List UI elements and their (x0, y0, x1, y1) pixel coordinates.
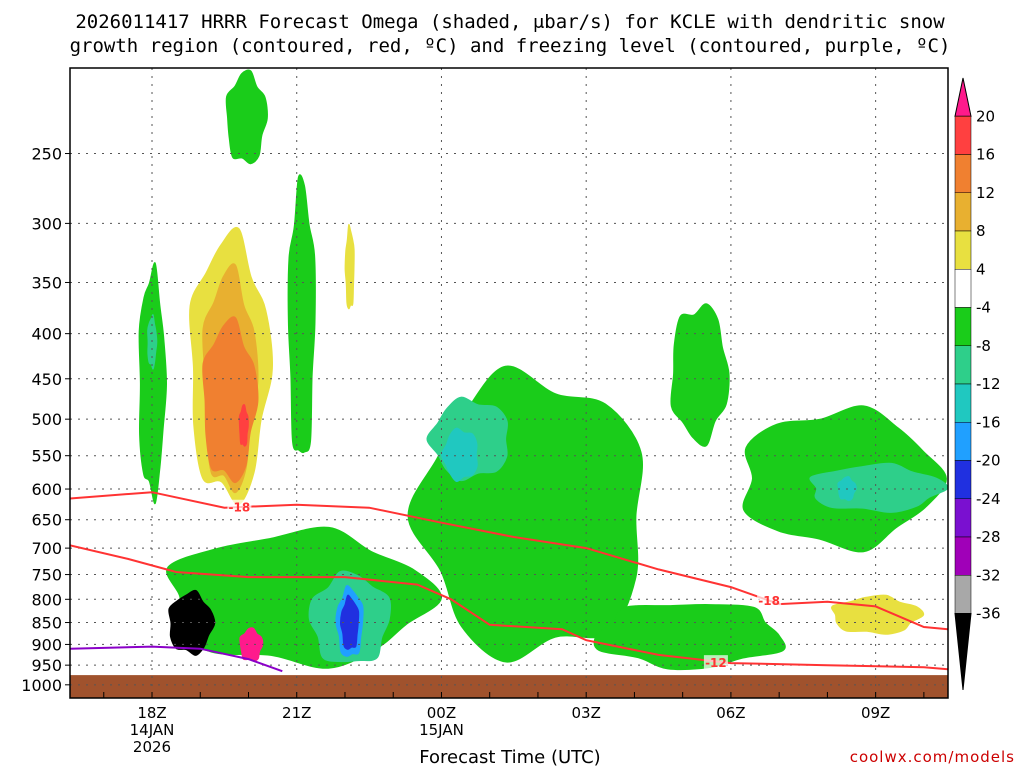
y-tick-label-600: 600 (31, 480, 62, 499)
omega-region-teal-band-08-10z (809, 462, 948, 513)
colorbar-band-2 (954, 154, 972, 193)
ground-surface (70, 675, 948, 698)
colorbar-band-7 (954, 345, 972, 385)
x-tick-label-06z: 06Z (716, 704, 745, 722)
y-tick-label-400: 400 (31, 325, 62, 344)
y-tick-label-950: 950 (31, 656, 62, 675)
colorbar-label-36: -36 (976, 605, 1001, 623)
colorbar-band-11 (954, 498, 972, 538)
plot-frame (69, 67, 949, 699)
y-tick-label-800: 800 (31, 590, 62, 609)
omega-region-green-low-band-03-07z (593, 604, 786, 671)
colorbar-label-28: -28 (976, 528, 1001, 546)
y-tick-label-500: 500 (31, 410, 62, 429)
omega-region-deep-blue-core-22z (339, 594, 360, 650)
colorbar-label-20: -20 (976, 452, 1001, 470)
chart-title-line-1: 2026011417 HRRR Forecast Omega (shaded, … (75, 11, 945, 33)
y-tick-label-550: 550 (31, 447, 62, 466)
colorbar-band-6 (954, 307, 972, 346)
colorbar-band-9 (954, 422, 972, 461)
x-tick-date-15jan: 15JAN (419, 721, 464, 739)
contour-label-18-1: -18 (758, 594, 780, 608)
y-tick-label-300: 300 (31, 214, 62, 233)
colorbar: 20 16 12 8 4 -4 -8 -12 -16 -20 -24 -28 -32 -36 (954, 77, 1001, 691)
colorbar-band-12 (954, 536, 972, 576)
colorbar-band-5 (954, 269, 972, 308)
colorbar-label-24: -24 (976, 490, 1001, 508)
omega-region-green-plume-05z (670, 303, 730, 447)
x-tick-year-2026: 2026 (133, 738, 171, 756)
colorbar-label-12: 12 (976, 184, 995, 202)
colorbar-band-1 (954, 116, 972, 155)
colorbar-label-8: -8 (976, 337, 991, 355)
y-tick-label-700: 700 (31, 539, 62, 558)
omega-region-yellow-sliver-22z (344, 223, 355, 310)
y-tick-label-350: 350 (31, 273, 62, 292)
omega-shading (70, 69, 948, 698)
credit-text: coolwx.com/models (850, 748, 1015, 766)
x-tick-label-03z: 03Z (571, 704, 600, 722)
contour-label-18-0: -18 (229, 501, 251, 515)
x-tick-label-00z: 00Z (427, 704, 456, 722)
omega-region-magenta-cell-20z (239, 627, 264, 662)
colorbar-label-16: 16 (976, 146, 995, 164)
colorbar-band-8 (954, 383, 972, 423)
x-tick-label-09z: 09Z (861, 704, 890, 722)
colorbar-band-13 (954, 575, 972, 614)
y-tick-label-750: 750 (31, 566, 62, 585)
x-tick-label-21z: 21Z (282, 704, 311, 722)
colorbar-band-3 (954, 192, 972, 232)
y-tick-label-850: 850 (31, 614, 62, 633)
chart-title-line-2: growth region (contoured, red, ºC) and f… (70, 35, 951, 57)
freezing-level-contour (70, 645, 283, 673)
colorbar-label-16: -16 (976, 413, 1001, 431)
y-tick-label-1000: 1000 (21, 676, 62, 695)
grid-lines (70, 68, 948, 698)
omega-region-red-spot (238, 404, 249, 447)
plot-area: -18 -18 -12 250 300 350 400 450 500 550 600 650 700 7… (21, 67, 1001, 756)
omega-region-green-column-19z (138, 262, 168, 505)
x-tick-date-14jan: 14JAN (130, 721, 175, 739)
omega-region-upper-green-20z (225, 69, 268, 165)
y-tick-label-900: 900 (31, 635, 62, 654)
colorbar-band-4 (954, 230, 972, 270)
omega-region-green-column-21z (287, 174, 316, 454)
colorbar-label-12: -12 (976, 375, 1001, 393)
colorbar-top-arrow (954, 77, 972, 117)
dgz-contour-12 (70, 544, 948, 671)
x-axis-title: Forecast Time (UTC) (419, 747, 600, 768)
colorbar-label-4: -4 (976, 299, 991, 317)
colorbar-band-10 (954, 460, 972, 499)
colorbar-label-20: 20 (976, 107, 995, 125)
x-tick-label-18z: 18Z (137, 704, 166, 722)
contour-label-12-2: -12 (705, 656, 727, 670)
colorbar-label-4: 4 (976, 260, 986, 278)
colorbar-bottom-arrow (954, 613, 972, 691)
colorbar-label-32: -32 (976, 566, 1001, 584)
y-tick-label-450: 450 (31, 370, 62, 389)
y-tick-label-250: 250 (31, 145, 62, 164)
omega-region-cyan-blob-01z (440, 427, 478, 483)
y-tick-label-650: 650 (31, 511, 62, 530)
colorbar-label-8: 8 (976, 222, 986, 240)
